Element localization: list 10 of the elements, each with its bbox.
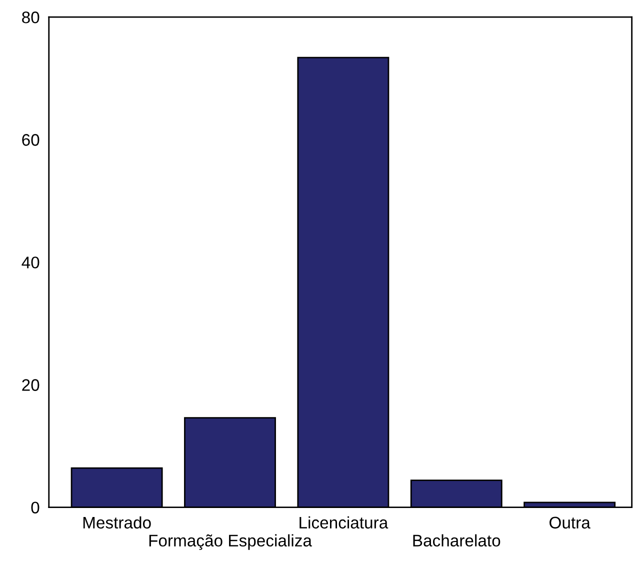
x-tick-label: Mestrado (83, 516, 151, 529)
y-tick-label: 0 (31, 502, 40, 514)
y-tick-label: 80 (22, 12, 40, 24)
x-tick-label: Outra (550, 516, 590, 529)
x-tick-label: Bacharelato (413, 534, 500, 547)
x-tick-label: Licenciatura (300, 516, 388, 529)
y-tick-label: 40 (22, 256, 40, 268)
x-tick-label: Formação Especializa (149, 534, 312, 550)
y-tick-label: 60 (22, 134, 40, 146)
y-tick-label: 20 (22, 379, 40, 391)
